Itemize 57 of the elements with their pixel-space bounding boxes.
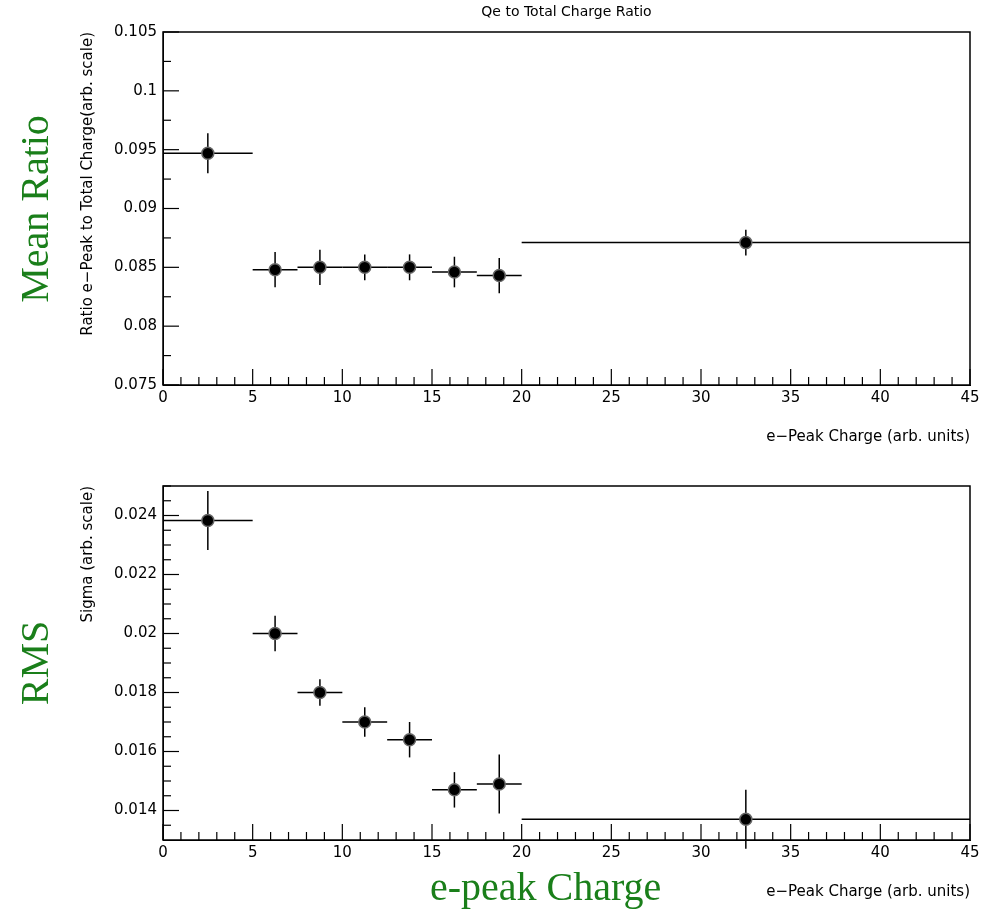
y-tick-label: 0.09 [123,198,157,217]
x-tick-label: 40 [870,842,890,861]
x-tick-label: 35 [781,387,801,406]
y-tick-label: 0.085 [114,257,157,276]
y-tick-label: 0.1 [133,80,157,99]
text: Mean Ratio [12,114,57,303]
point [201,146,215,160]
y-tick-label: 0.105 [114,21,157,40]
x-tick-label: 20 [512,842,532,861]
point [402,260,417,275]
y-tick-label: 0.022 [114,564,157,583]
x-tick-label: 5 [247,387,258,406]
point [739,235,753,250]
y-tick-label: 0.095 [114,139,157,158]
point [447,783,462,797]
point [402,732,417,747]
point [268,626,282,641]
x-tick-label: 15 [422,842,442,861]
point [313,260,327,275]
text: RMS [12,620,57,706]
point [358,260,372,275]
x-tick-label: 35 [781,842,801,861]
x-tick-label: 15 [422,387,442,406]
x-tick-label: 5 [247,842,258,861]
text: e-peak Charge [430,864,662,909]
point [492,777,506,791]
chart-title: Qe to Total Charge Ratio [481,2,652,19]
point [268,262,282,277]
x-tick-label: 10 [332,842,352,861]
x-tick-label: 30 [691,387,711,406]
x-tick-label: 20 [512,387,532,406]
y-axis-title: Sigma (arb. scale) [77,486,96,623]
point [358,715,372,729]
x-axis-title: e−Peak Charge (arb. units) [766,881,970,900]
y-tick-label: 0.014 [114,800,157,819]
point [201,513,215,528]
point [739,812,753,827]
x-tick-label: 40 [870,387,890,406]
y-tick-label: 0.024 [114,505,157,524]
x-tick-label: 30 [691,842,711,861]
y-tick-label: 0.016 [114,741,157,760]
y-tick-label: 0.02 [123,623,157,642]
x-axis-title: e−Peak Charge (arb. units) [766,426,970,445]
x-tick-label: 45 [960,842,980,861]
point [313,685,327,700]
x-tick-label: 25 [601,842,621,861]
point [447,265,462,279]
point [492,268,506,283]
y-tick-label: 0.075 [114,374,157,393]
x-tick-label: 25 [601,387,621,406]
y-tick-label: 0.018 [114,682,157,701]
x-tick-label: 45 [960,387,980,406]
x-tick-label: 10 [332,387,352,406]
y-tick-label: 0.08 [123,316,157,335]
x-tick-label: 0 [158,842,168,861]
x-tick-label: 0 [158,387,168,406]
y-axis-title: Ratio e−Peak to Total Charge(arb. scale) [77,32,96,336]
